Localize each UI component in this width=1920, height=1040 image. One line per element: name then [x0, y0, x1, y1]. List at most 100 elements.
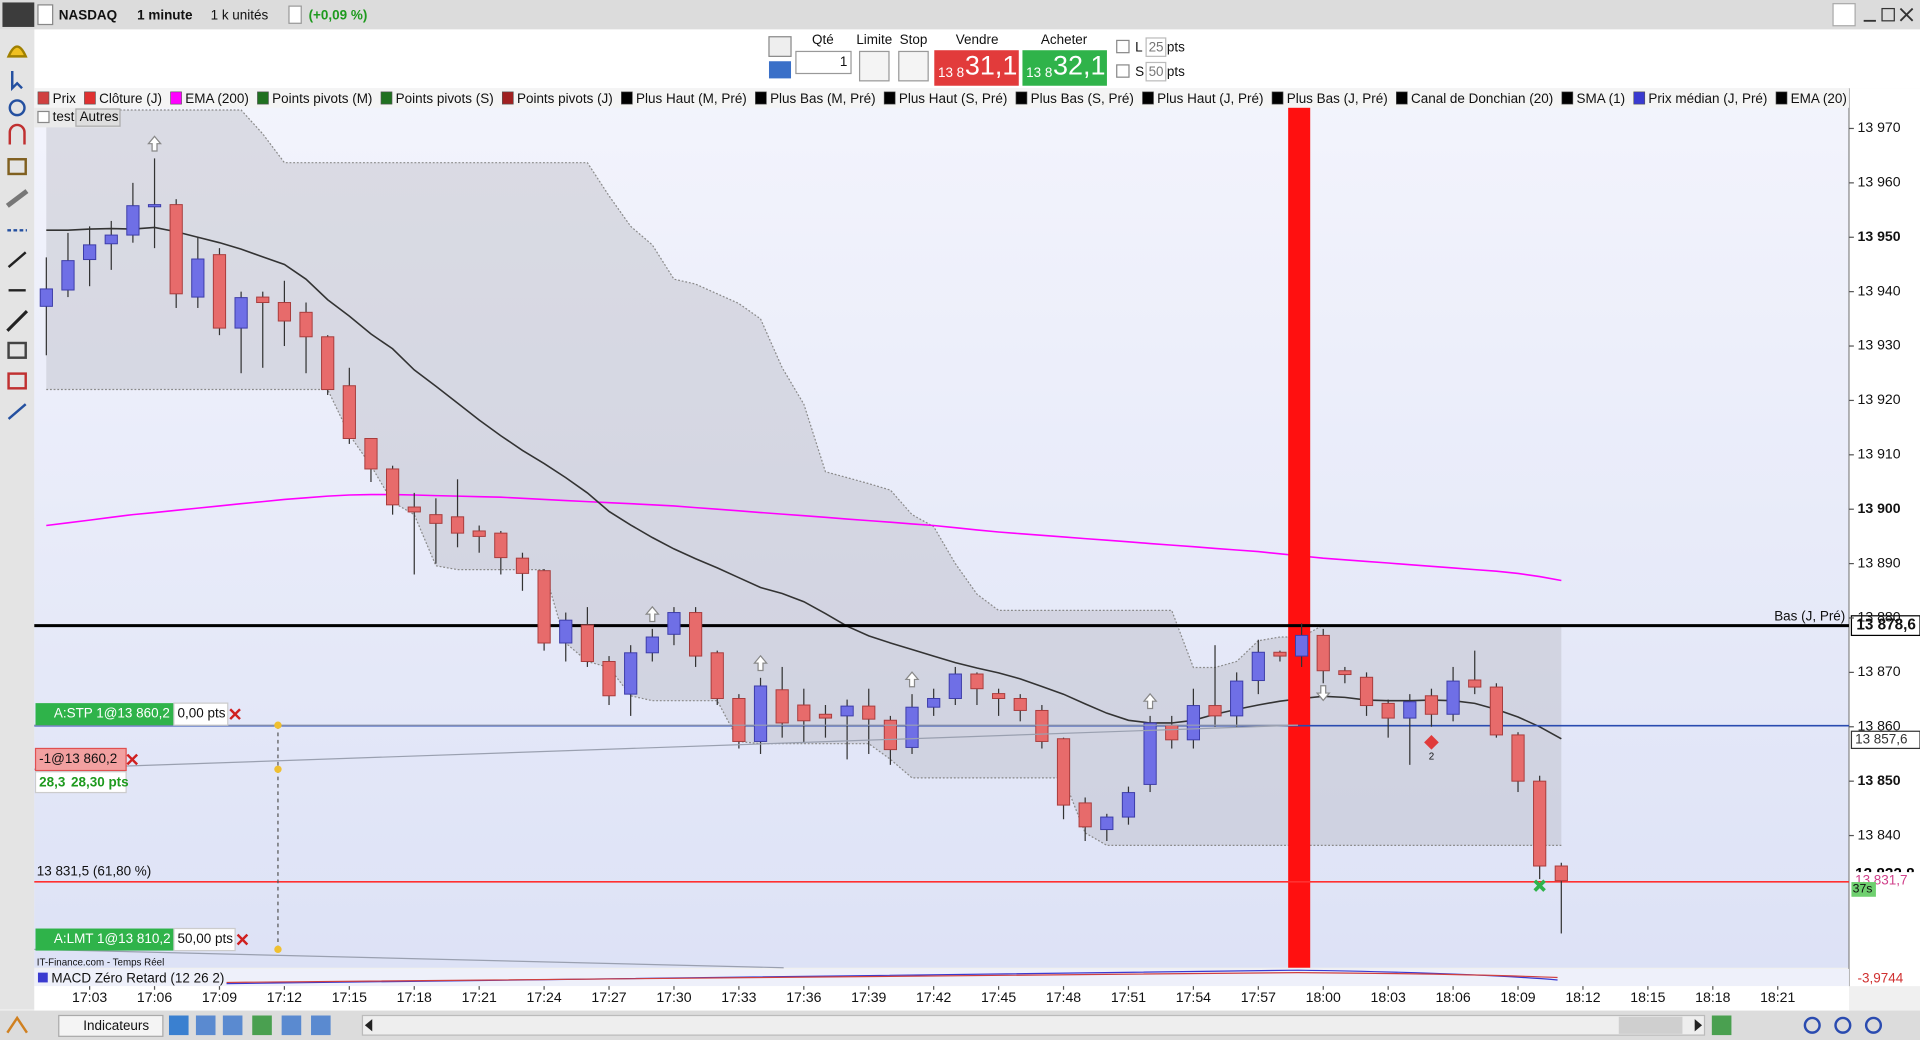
chart-button[interactable]: [281, 1015, 302, 1036]
tab[interactable]: Autres: [80, 109, 119, 124]
x-tick-label: 17:12: [267, 989, 302, 1005]
channel-tool[interactable]: [7, 372, 27, 390]
legend-item[interactable]: Points pivots (M): [272, 91, 372, 106]
candle-body: [559, 619, 573, 644]
buy-prefix[interactable]: 13 8: [1026, 65, 1052, 80]
handle[interactable]: [274, 765, 282, 773]
candle-body: [1359, 676, 1374, 707]
cancel-button[interactable]: [236, 933, 249, 946]
buy-price[interactable]: 32,1: [1053, 50, 1105, 80]
scroll-thumb[interactable]: [1618, 1016, 1683, 1034]
l-input[interactable]: [1145, 37, 1167, 57]
pl-value: 28,3: [39, 774, 65, 789]
time-axis-labels: 17:03 17:06 17:09 17:12 17:15 17:18 17:21 17:24…: [72, 986, 1796, 1005]
buy-button[interactable]: [1022, 50, 1107, 86]
legend-item[interactable]: Canal de Donchian (20): [1411, 91, 1553, 106]
legend-item[interactable]: EMA (200): [185, 91, 249, 106]
position-box[interactable]: [34, 747, 127, 772]
stop-order-box[interactable]: [35, 703, 174, 726]
indicators-button[interactable]: [58, 1014, 164, 1037]
zoom-in-button[interactable]: [1864, 1016, 1883, 1034]
alert-tool[interactable]: [6, 45, 28, 58]
legend-item[interactable]: Points pivots (S): [396, 91, 494, 106]
qty-input[interactable]: [795, 50, 852, 75]
scroll-right[interactable]: [1694, 1019, 1703, 1032]
legend-item[interactable]: SMA (1): [1577, 91, 1626, 106]
scroll-left[interactable]: [364, 1019, 373, 1032]
sell-button[interactable]: [934, 50, 1019, 86]
tab[interactable]: test: [53, 109, 75, 124]
chart-button[interactable]: [252, 1015, 272, 1036]
zoom-button[interactable]: [1803, 1016, 1821, 1034]
chart-button[interactable]: [195, 1015, 216, 1036]
cursor-tool[interactable]: [8, 99, 26, 117]
sell-prefix[interactable]: 13 8: [938, 65, 964, 80]
sell-price[interactable]: 31,1: [965, 50, 1017, 80]
l-value[interactable]: 25: [1149, 39, 1164, 54]
legend-item[interactable]: Prix médian (J, Pré): [1648, 91, 1767, 106]
qty-value[interactable]: 1: [840, 54, 847, 69]
legend-swatch: [1142, 91, 1154, 105]
lock-tool[interactable]: [7, 158, 27, 176]
trend-tool[interactable]: [7, 403, 27, 420]
candle-body: [1165, 724, 1179, 741]
legend-item[interactable]: Prix: [53, 91, 76, 106]
stop-order-label[interactable]: A:STP 1@13 860,2: [54, 706, 170, 721]
legend-item[interactable]: Plus Haut (M, Pré): [636, 91, 747, 106]
maximize-button[interactable]: [1881, 7, 1895, 22]
legend-item[interactable]: Plus Bas (M, Pré): [770, 91, 876, 106]
candle-body: [1554, 865, 1568, 882]
legend-item[interactable]: Points pivots (J): [517, 91, 613, 106]
legend-item[interactable]: Plus Haut (J, Pré): [1157, 91, 1263, 106]
candle-body: [991, 693, 1006, 699]
close-button[interactable]: [1899, 7, 1914, 22]
scrollbar[interactable]: [361, 1014, 1706, 1036]
stop-button[interactable]: [898, 50, 929, 82]
refresh-button[interactable]: [1832, 3, 1856, 27]
legend-item[interactable]: Plus Haut (S, Pré): [899, 91, 1008, 106]
pointer-tool[interactable]: [11, 71, 23, 92]
handle[interactable]: [274, 721, 282, 729]
tab-button[interactable]: [75, 108, 121, 127]
s-value[interactable]: 50: [1149, 64, 1164, 79]
s-checkbox[interactable]: [1116, 64, 1130, 78]
line-tool[interactable]: [6, 310, 29, 332]
ruler-tool[interactable]: [5, 189, 29, 208]
limit-order-line: [34, 948, 784, 969]
candle-body: [1273, 651, 1287, 657]
keypad-button[interactable]: [768, 61, 792, 79]
tool-button[interactable]: [1711, 1015, 1732, 1036]
zoom-out-button[interactable]: [1834, 1016, 1852, 1034]
draw-menu[interactable]: [6, 1015, 28, 1034]
star-button[interactable]: [37, 4, 54, 26]
magnet-tool[interactable]: [8, 123, 26, 145]
position-label[interactable]: -1@13 860,2: [39, 751, 117, 766]
interval-select[interactable]: 1 minute: [137, 7, 193, 22]
chart-button[interactable]: [222, 1015, 243, 1036]
l-checkbox[interactable]: [1116, 39, 1130, 54]
y-tick-label: 13 960: [1858, 174, 1901, 190]
legend-item[interactable]: Plus Bas (S, Pré): [1031, 91, 1134, 106]
share-button[interactable]: [168, 1015, 189, 1036]
info-button[interactable]: [288, 5, 302, 24]
limit-order-label[interactable]: A:LMT 1@13 810,2: [54, 931, 171, 946]
candle-body: [126, 205, 140, 236]
legend-item[interactable]: EMA (20): [1791, 91, 1847, 106]
fib-tool[interactable]: [7, 341, 27, 359]
legend-item[interactable]: Plus Bas (J, Pré): [1287, 91, 1388, 106]
tab-checkbox[interactable]: [37, 110, 50, 124]
candle-body: [299, 311, 313, 338]
size-select[interactable]: 1 k unités: [211, 7, 269, 22]
s-input[interactable]: [1145, 61, 1167, 82]
close-position-button[interactable]: [126, 753, 139, 766]
instrument-select[interactable]: NASDAQ: [59, 7, 117, 22]
settings-button[interactable]: [768, 36, 792, 57]
indicators-label[interactable]: Indicateurs: [83, 1018, 149, 1033]
limit-button[interactable]: [858, 50, 890, 82]
chart-button[interactable]: [311, 1015, 331, 1036]
cancel-button[interactable]: [229, 708, 241, 720]
handle[interactable]: [274, 945, 282, 954]
legend-item[interactable]: Clôture (J): [99, 91, 162, 106]
limit-order-box[interactable]: [35, 928, 174, 951]
segment-tool[interactable]: [7, 251, 27, 268]
